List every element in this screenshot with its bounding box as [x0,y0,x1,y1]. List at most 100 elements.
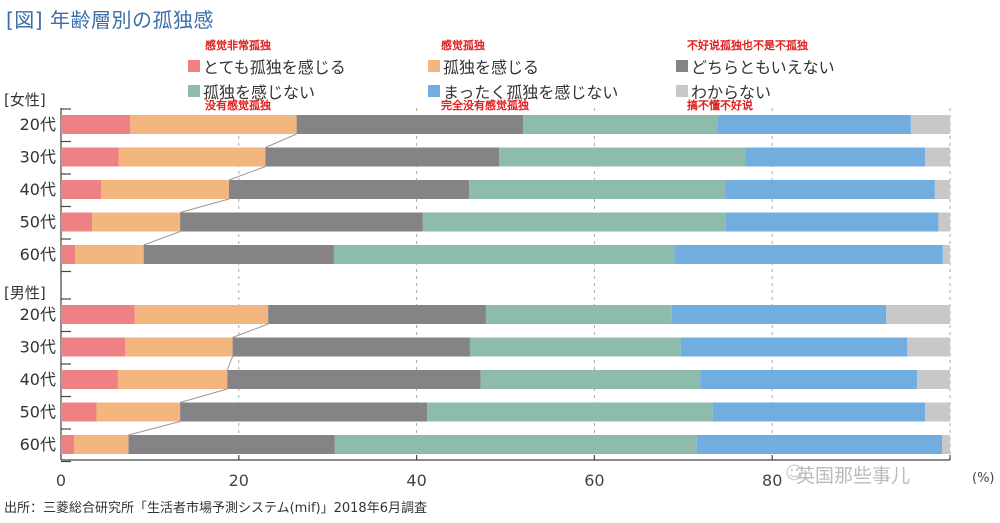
category-label: 60代 [20,435,56,454]
legend-swatch-2 [676,60,688,72]
legend-swatch-1 [428,60,440,72]
legend-note-2: 不好说孤独也不是不孤独 [687,39,808,52]
category-label: 30代 [20,148,56,167]
bar-segment [92,212,181,232]
legend-label-5: わからない [691,83,772,102]
source-footer: 出所：三菱総合研究所「生活者市場予測システム(mif)」2018年6月調査 [4,501,427,516]
bar-segment [925,402,950,422]
bar-segment [180,212,423,232]
bar-segment [334,435,697,454]
legend-swatch-5 [676,85,688,97]
x-tick-label: 40 [406,471,426,490]
wechat-icon: ☺ [785,463,804,484]
bar-segment [61,370,118,389]
legend-label-1: 孤独を感じる [443,58,540,77]
bar-segment [917,370,950,389]
legend-item-4: まったく孤独を感じない [428,79,618,103]
bar-segment [61,115,131,134]
bar-segment [523,115,718,134]
bar-segment [128,435,335,454]
bar-segment [422,212,726,232]
connector-line [179,198,230,213]
connector-line [232,323,269,338]
bar-segment [134,305,269,324]
bar-segment [229,180,470,199]
legend-label-4: まったく孤独を感じない [443,83,619,102]
bar-segment [268,305,486,324]
bar-segment [61,147,119,167]
bar-segment [265,147,500,167]
bar-segment [117,370,228,389]
bar-segment [180,402,428,422]
connector-line [128,421,181,436]
legend-note-5: 搞不懂不好说 [687,99,753,112]
bar-segment [910,115,950,134]
bar-segment [469,180,726,199]
legend-note-1: 感觉孤独 [441,39,485,52]
bar-segment [480,370,701,389]
x-tick-label: 60 [584,471,604,490]
bar-segment [143,245,334,264]
bar-segment [74,435,129,454]
bar-segment [671,305,886,324]
connector-line [228,166,266,181]
bar-segment [485,305,672,324]
category-label: 60代 [20,245,56,264]
connector-line [226,356,234,371]
bar-segment [333,245,675,264]
x-tick-label: 20 [229,471,249,490]
legend-item-3: 孤独を感じない [188,79,315,103]
bar-segment [130,115,297,134]
connector-line [143,231,181,246]
bar-segment [125,337,233,357]
legend-item-2: どちらともいえない [676,54,835,78]
bar-segment [925,147,950,167]
bar-segment [96,402,181,422]
chart-title: [図] 年齢層別の孤独感 [6,8,214,32]
bar-segment [101,180,230,199]
bar-segment [725,180,935,199]
category-label: 50代 [20,213,56,232]
group-label-male: [男性] [4,284,46,302]
bar-segment [941,435,950,454]
bar-segment [700,370,918,389]
legend-swatch-3 [188,85,200,97]
legend-swatch-4 [428,85,440,97]
legend-note-0: 感觉非常孤独 [205,39,271,52]
watermark: 英国那些事儿 [796,465,911,487]
bar-segment [934,180,950,199]
bar-segment [938,212,950,232]
bar-segment [61,245,76,264]
bar-segment [61,435,75,454]
bar-segment [745,147,926,167]
bar-segment [680,337,908,357]
bar-segment [907,337,950,357]
legend-item-0: とても孤独を感じる [188,54,346,78]
category-label: 30代 [20,338,56,357]
bar-segment [75,245,144,264]
bar-segment [232,337,470,357]
bar-segment [674,245,943,264]
bar-segment [296,115,524,134]
x-unit-label: (%) [972,471,995,486]
bar-segment [725,212,939,232]
bar-segment [717,115,911,134]
connector-line [179,388,228,403]
group-label-female: [女性] [4,91,46,109]
legend-item-1: 孤独を感じる [428,54,539,78]
bar-segment [499,147,746,167]
connector-line [265,133,297,148]
category-label: 40代 [20,180,56,199]
legend-label-3: 孤独を感じない [203,83,316,102]
category-label: 20代 [20,305,56,324]
legend-item-5: わからない [676,79,771,103]
bar-segment [61,402,97,422]
bar-segment [469,337,681,357]
bar-segment [61,180,102,199]
legend-note-3: 没有感觉孤独 [205,99,271,112]
bar-segment [712,402,926,422]
x-tick-label: 0 [56,471,66,490]
category-label: 40代 [20,370,56,389]
legend-label-2: どちらともいえない [691,58,835,77]
